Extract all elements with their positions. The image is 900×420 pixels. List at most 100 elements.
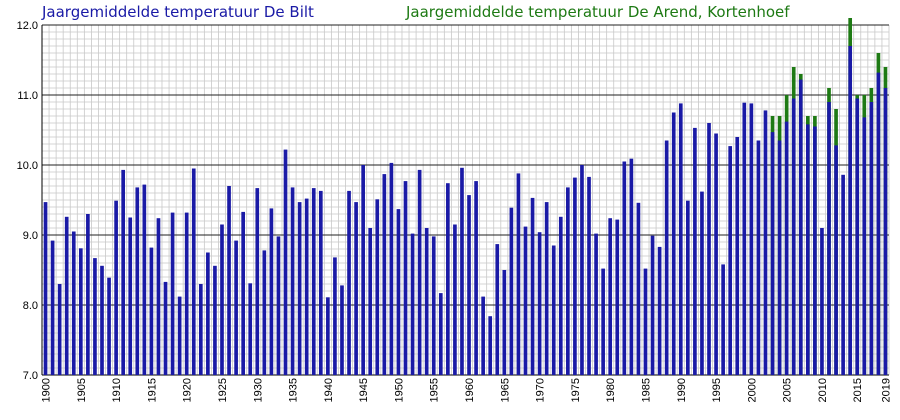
bar-de-bilt-1930 [255, 188, 260, 375]
x-tick-label: 1950 [393, 378, 405, 402]
bar-de-bilt-1966 [509, 207, 514, 375]
y-tick-label: 12.0 [17, 20, 38, 32]
bar-de-bilt-1991 [686, 200, 690, 375]
bar-de-bilt-1929 [248, 283, 253, 375]
bar-de-bilt-1942 [340, 285, 344, 375]
chart-title-right: Jaargemiddelde temperatuur De Arend, Kor… [405, 3, 790, 21]
bar-de-bilt-1922 [198, 284, 203, 375]
bar-de-bilt-1915 [149, 247, 154, 375]
bar-de-bilt-2006 [791, 98, 796, 375]
bar-de-bilt-2000 [749, 103, 754, 376]
bar-de-bilt-1946 [368, 228, 373, 375]
x-tick-label: 2019 [880, 378, 892, 402]
x-tick-label: 1935 [288, 378, 300, 402]
bar-de-bilt-1978 [594, 233, 598, 375]
bar-de-bilt-1997 [728, 146, 733, 375]
x-tick-label: 1975 [570, 378, 582, 402]
bar-de-bilt-1970 [537, 232, 542, 375]
x-tick-label: 1995 [711, 378, 723, 402]
bar-de-bilt-1908 [100, 265, 104, 375]
bar-de-bilt-1980 [608, 218, 613, 375]
bar-de-bilt-1963 [488, 316, 493, 375]
bar-de-bilt-1989 [671, 112, 676, 375]
bar-de-bilt-1924 [213, 265, 217, 375]
bar-de-bilt-1995 [714, 133, 718, 375]
bar-de-bilt-1947 [375, 199, 380, 375]
x-tick-label: 1900 [41, 378, 53, 402]
bar-de-bilt-2019 [883, 88, 888, 375]
x-tick-label: 2015 [852, 378, 864, 402]
y-tick-label: 10.0 [17, 160, 38, 172]
x-tick-label: 1915 [146, 378, 158, 402]
bar-de-bilt-1910 [114, 200, 118, 375]
bar-de-bilt-1950 [396, 209, 401, 375]
x-tick-label: 1955 [429, 378, 441, 402]
bar-de-bilt-1999 [742, 102, 747, 375]
bar-de-bilt-1962 [481, 296, 485, 375]
bar-de-bilt-1957 [446, 183, 450, 375]
bar-de-bilt-1931 [262, 250, 267, 375]
bar-de-bilt-2013 [841, 174, 845, 375]
bar-de-bilt-1952 [410, 233, 415, 375]
x-tick-label: 1945 [358, 378, 370, 402]
bar-de-bilt-2018 [876, 72, 881, 375]
bar-de-bilt-2012 [834, 145, 838, 375]
bar-de-bilt-2015 [855, 98, 860, 375]
bar-de-bilt-1984 [636, 202, 641, 375]
bar-de-bilt-1928 [241, 211, 245, 375]
x-tick-label: 1960 [464, 378, 476, 402]
plot-grid [41, 24, 890, 376]
x-tick-label: 2010 [817, 378, 829, 402]
bar-de-bilt-1955 [431, 236, 436, 375]
y-tick-label: 11.0 [17, 90, 38, 102]
x-tick-label: 1980 [605, 378, 617, 402]
bar-de-bilt-1935 [290, 187, 295, 375]
x-tick-label: 1985 [640, 378, 652, 402]
bar-de-bilt-1906 [86, 214, 90, 375]
bar-de-bilt-1933 [276, 236, 281, 375]
bar-de-bilt-2014 [848, 46, 853, 375]
y-tick-label: 9.0 [23, 230, 38, 242]
bar-de-bilt-1967 [516, 173, 521, 375]
y-tick-label: 8.0 [23, 300, 38, 312]
x-tick-label: 2000 [746, 378, 758, 402]
bar-de-bilt-2017 [869, 102, 874, 375]
bar-de-bilt-1904 [71, 231, 76, 375]
bar-de-bilt-1948 [382, 174, 387, 375]
bar-de-bilt-1941 [333, 257, 337, 375]
bar-de-bilt-1901 [50, 240, 55, 375]
bar-de-bilt-1905 [78, 248, 83, 375]
bar-de-bilt-1925 [220, 224, 224, 375]
bar-de-bilt-1913 [135, 187, 140, 375]
bar-de-bilt-1972 [551, 245, 556, 375]
bar-de-bilt-1923 [206, 252, 210, 375]
x-tick-label: 1910 [111, 378, 123, 402]
bar-de-bilt-1914 [142, 184, 147, 375]
bar-de-bilt-1938 [311, 188, 316, 375]
bar-de-bilt-1949 [389, 162, 394, 375]
bar-de-bilt-1943 [347, 190, 351, 375]
y-axis-labels: 7.0 8.0 9.0 10.0 11.0 12.0 [17, 20, 38, 382]
bar-de-bilt-1916 [156, 218, 161, 375]
bar-de-bilt-2005 [784, 121, 789, 375]
bar-de-bilt-1964 [495, 244, 500, 375]
bar-de-bilt-1977 [587, 176, 591, 375]
bar-de-bilt-1994 [707, 123, 711, 375]
bar-de-bilt-1918 [170, 212, 175, 375]
bar-de-bilt-1992 [693, 127, 697, 376]
bar-de-bilt-1996 [721, 264, 725, 375]
bar-de-bilt-1940 [326, 297, 330, 375]
bar-de-bilt-1961 [474, 181, 478, 375]
x-tick-label: 1930 [252, 378, 264, 402]
bar-de-bilt-1958 [453, 224, 457, 375]
bar-de-bilt-1987 [657, 246, 662, 375]
bar-de-bilt-1975 [573, 177, 577, 375]
bar-de-bilt-1920 [184, 212, 189, 375]
bar-de-bilt-1927 [234, 240, 238, 375]
bar-de-bilt-1926 [227, 186, 231, 375]
bar-de-bilt-1911 [121, 169, 126, 375]
bar-de-bilt-1902 [57, 284, 62, 375]
bar-de-bilt-2009 [813, 126, 817, 375]
bar-de-bilt-1960 [467, 195, 471, 375]
